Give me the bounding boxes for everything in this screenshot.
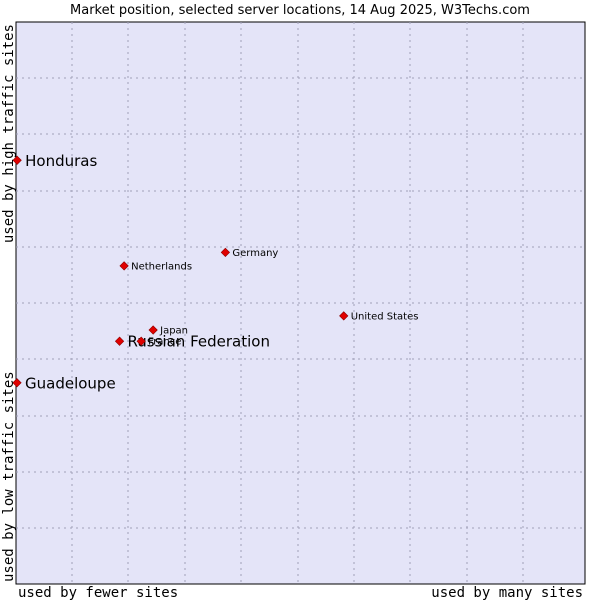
point-label-honduras: Honduras (25, 152, 97, 170)
chart-title: Market position, selected server locatio… (70, 3, 530, 18)
point-label-united-states: United States (351, 311, 419, 322)
point-marker-france (136, 336, 146, 346)
point-marker-japan (148, 325, 158, 335)
x-axis-label-left: used by fewer sites (18, 585, 178, 600)
point-label-russian-federation: Russian Federation (128, 333, 270, 351)
point-marker-russian-federation (114, 336, 125, 346)
grid-lines (16, 22, 585, 584)
point-label-france: France (148, 337, 181, 348)
point-marker-united-states (339, 311, 349, 321)
point-label-germany: Germany (232, 248, 278, 259)
point-marker-netherlands (119, 261, 129, 271)
y-axis-label-top: used by high traffic sites (1, 24, 17, 243)
point-label-japan: Japan (159, 325, 188, 336)
point-label-netherlands: Netherlands (131, 261, 192, 272)
point-marker-germany (220, 247, 231, 258)
y-axis-label-bottom: used by low traffic sites (1, 371, 17, 582)
x-axis-label-right: used by many sites (431, 585, 583, 600)
point-marker-honduras (12, 155, 22, 165)
data-points: Honduras Guadeloupe Russian Federation Neth… (12, 152, 419, 392)
point-marker-guadeloupe (12, 378, 22, 388)
point-label-guadeloupe: Guadeloupe (25, 374, 116, 392)
